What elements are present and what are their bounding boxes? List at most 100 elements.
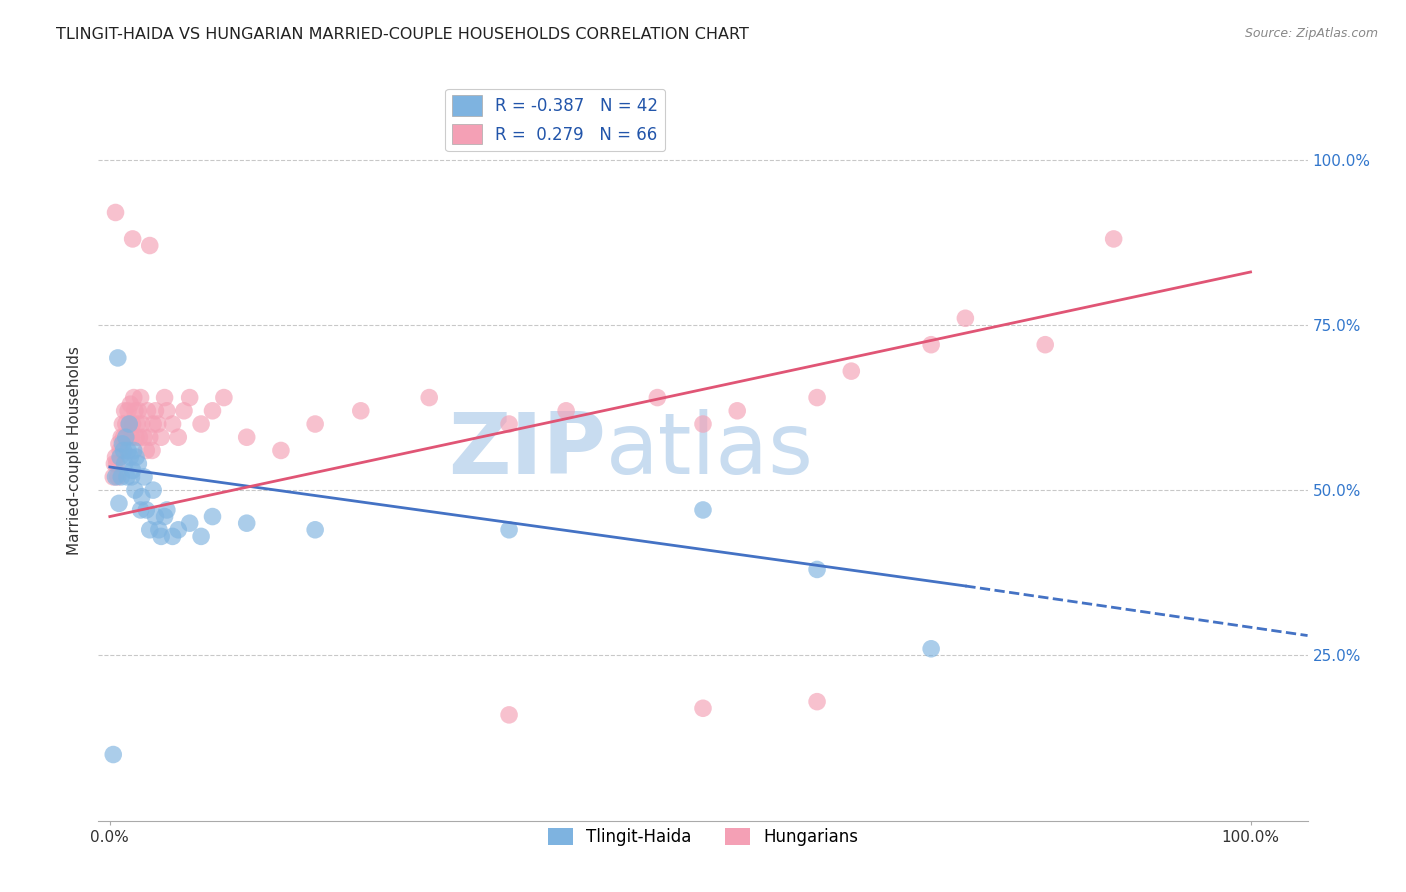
Point (121, 463, 143, 477)
Y-axis label: Married-couple Households: Married-couple Households (67, 346, 83, 555)
Point (145, 509, 167, 524)
Point (117, 443, 139, 458)
Point (304, 523, 326, 537)
Point (107, 351, 129, 365)
Point (150, 430, 173, 444)
Point (114, 430, 136, 444)
Point (201, 509, 224, 524)
Point (105, 457, 128, 471)
Point (142, 483, 165, 497)
Point (108, 450, 131, 464)
Point (156, 503, 179, 517)
Point (114, 457, 136, 471)
Point (498, 417, 520, 431)
Point (107, 470, 129, 484)
Point (122, 391, 145, 405)
Point (806, 562, 828, 576)
Point (104, 450, 127, 464)
Point (148, 523, 170, 537)
Point (114, 417, 136, 431)
Point (121, 470, 143, 484)
Point (131, 417, 153, 431)
Point (235, 430, 257, 444)
Point (120, 397, 142, 411)
Point (104, 205, 127, 219)
Point (725, 404, 748, 418)
Point (115, 470, 138, 484)
Point (190, 529, 212, 543)
Point (127, 404, 149, 418)
Point (108, 443, 131, 458)
Point (920, 337, 942, 351)
Point (920, 641, 942, 656)
Point (235, 516, 257, 531)
Text: TLINGIT-HAIDA VS HUNGARIAN MARRIED-COUPLE HOUSEHOLDS CORRELATION CHART: TLINGIT-HAIDA VS HUNGARIAN MARRIED-COUPL… (56, 27, 749, 42)
Point (692, 701, 714, 715)
Point (129, 503, 152, 517)
Point (131, 490, 153, 504)
Legend: Tlingit-Haida, Hungarians: Tlingit-Haida, Hungarians (541, 822, 865, 853)
Point (111, 417, 134, 431)
Point (190, 417, 212, 431)
Text: Source: ZipAtlas.com: Source: ZipAtlas.com (1244, 27, 1378, 40)
Point (110, 430, 132, 444)
Point (122, 443, 145, 458)
Point (212, 391, 235, 405)
Point (418, 391, 440, 405)
Point (139, 238, 162, 252)
Point (108, 496, 131, 510)
Text: ZIP: ZIP (449, 409, 606, 492)
Point (150, 529, 173, 543)
Point (162, 529, 184, 543)
Point (108, 437, 131, 451)
Point (132, 430, 155, 444)
Point (112, 430, 135, 444)
Point (173, 404, 195, 418)
Point (124, 483, 146, 497)
Point (270, 443, 292, 458)
Point (139, 523, 162, 537)
Point (115, 430, 138, 444)
Point (112, 443, 135, 458)
Point (201, 404, 224, 418)
Point (125, 450, 148, 464)
Point (127, 457, 149, 471)
Point (103, 457, 125, 471)
Point (1102, 232, 1125, 246)
Point (156, 404, 179, 418)
Point (117, 404, 139, 418)
Point (120, 450, 142, 464)
Point (125, 430, 148, 444)
Point (167, 430, 190, 444)
Point (118, 417, 141, 431)
Point (121, 232, 143, 246)
Point (179, 516, 201, 531)
Point (153, 509, 176, 524)
Point (692, 417, 714, 431)
Point (135, 443, 157, 458)
Point (136, 404, 159, 418)
Point (153, 391, 176, 405)
Point (132, 470, 155, 484)
Point (167, 523, 190, 537)
Point (555, 404, 578, 418)
Point (162, 417, 184, 431)
Point (806, 391, 828, 405)
Point (839, 364, 862, 378)
Point (111, 437, 134, 451)
Point (103, 747, 125, 762)
Point (118, 417, 141, 431)
Point (498, 707, 520, 722)
Point (121, 430, 143, 444)
Point (304, 417, 326, 431)
Point (141, 443, 163, 458)
Point (135, 503, 157, 517)
Point (179, 391, 201, 405)
Point (104, 470, 127, 484)
Point (955, 311, 977, 326)
Point (647, 391, 669, 405)
Point (110, 470, 132, 484)
Point (127, 417, 149, 431)
Point (350, 404, 373, 418)
Point (139, 430, 162, 444)
